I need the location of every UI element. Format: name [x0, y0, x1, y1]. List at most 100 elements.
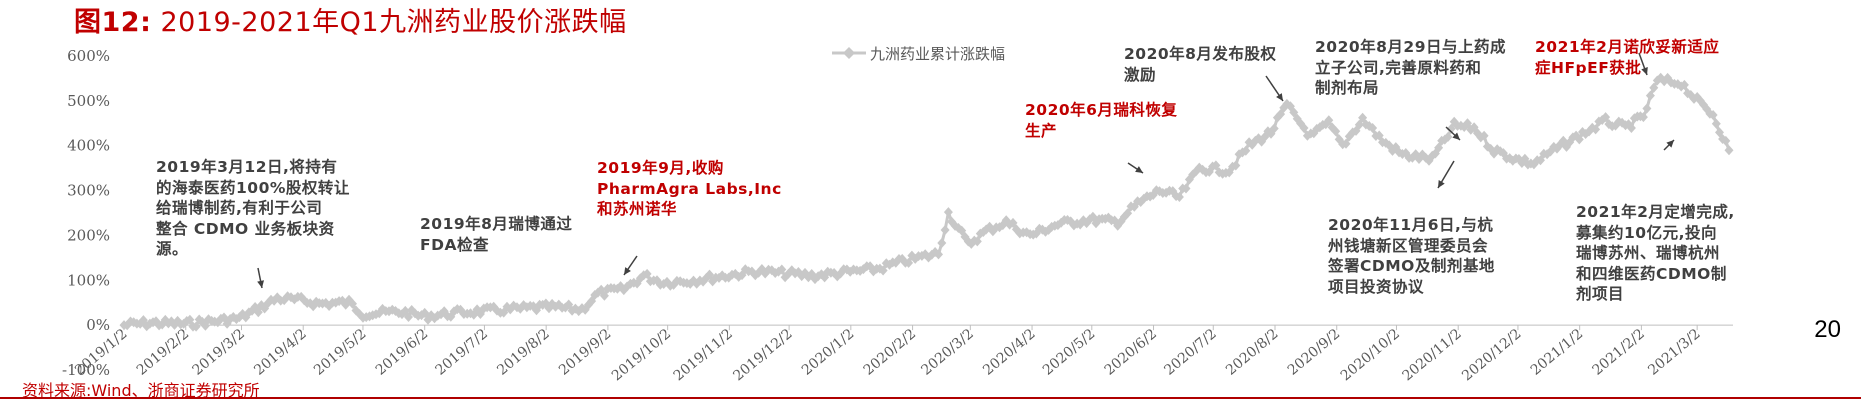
data-point: [1174, 192, 1184, 202]
annotation-arrowhead: [1276, 93, 1283, 101]
data-point: [1649, 82, 1659, 93]
data-point: [1181, 183, 1191, 194]
x-tick-label: 2019/6/2: [373, 326, 431, 379]
y-tick-label: 200%: [67, 226, 110, 244]
data-point: [1604, 119, 1614, 130]
annotation-2019-08: 2019年8月瑞博通过 FDA检查: [420, 215, 573, 254]
x-tick-label: 2020/9/2: [1285, 326, 1343, 379]
x-tick-label: 2019/7/2: [433, 326, 491, 379]
data-point: [1479, 130, 1489, 141]
data-point: [972, 236, 982, 247]
x-tick-label: 2020/12/2: [1459, 326, 1524, 384]
annotation-arrowhead: [1666, 140, 1674, 148]
data-point: [1434, 142, 1444, 153]
data-point: [1645, 90, 1655, 101]
x-tick-label: 2020/7/2: [1161, 326, 1219, 379]
x-tick-label: 2019/11/2: [671, 326, 736, 384]
annotation-arrowhead: [624, 267, 631, 275]
data-point: [1715, 127, 1724, 138]
annotation-arrowhead: [1438, 180, 1445, 188]
annotation-2020-08: 2020年8月发布股权 激励: [1124, 45, 1277, 84]
y-tick-label: 0%: [86, 316, 110, 334]
annotation-2021-02b: 2021年2月定增完成, 募集约10亿元,投向 瑞博苏州、瑞博杭州 和四维医药C…: [1576, 203, 1735, 303]
x-tick-label: 2021/1/2: [1528, 326, 1586, 379]
data-point: [348, 298, 357, 309]
x-tick-label: 2019/9/2: [556, 326, 614, 379]
annotation-arrowhead: [257, 280, 264, 288]
data-point: [878, 265, 888, 276]
data-point: [1463, 118, 1472, 129]
data-point: [1331, 126, 1341, 137]
data-point: [937, 238, 947, 248]
y-tick-label: 500%: [67, 92, 110, 110]
y-tick-label: 400%: [67, 137, 110, 155]
data-point: [1536, 155, 1545, 166]
data-point: [1269, 123, 1279, 134]
x-tick-label: 2019/2/2: [134, 326, 192, 379]
data-point: [1241, 145, 1251, 156]
data-point: [1351, 125, 1361, 136]
data-point: [1008, 217, 1018, 228]
data-point: [1123, 208, 1133, 219]
data-point: [1374, 130, 1384, 141]
figure-number: 图12:: [74, 7, 152, 38]
legend-marker: [843, 47, 855, 59]
data-point: [191, 321, 201, 332]
annotation-2020-08-29: 2020年8月29日与上药成 立子公司,完善原料药和 制剂布局: [1315, 38, 1506, 97]
data-point: [1299, 123, 1309, 133]
y-tick-label: -100%: [62, 361, 110, 379]
data-point: [920, 249, 930, 260]
data-point: [1289, 107, 1299, 118]
data-point: [934, 249, 943, 260]
data-point: [904, 257, 914, 268]
data-point: [1724, 145, 1734, 156]
data-point: [1368, 123, 1378, 133]
data-point: [1642, 103, 1652, 114]
data-point: [777, 264, 787, 275]
annotation-2021-02a: 2021年2月诺欣妥新适应 症HFpEF获批: [1535, 38, 1720, 77]
x-tick-label: 2020/11/2: [1399, 326, 1464, 384]
data-point: [1354, 119, 1364, 130]
annotation-arrowhead: [1641, 67, 1648, 75]
data-point: [1679, 79, 1689, 90]
data-point: [1211, 160, 1221, 171]
annotation-2019-03: 2019年3月12日,将持有 的海泰医药100%股权转让 给瑞博制药,有利于公司…: [156, 158, 350, 258]
y-tick-label: 100%: [67, 271, 110, 289]
x-tick-label: 2019/5/2: [311, 326, 369, 379]
x-tick-label: 2019/4/2: [251, 326, 309, 379]
x-tick-label: 2019/8/2: [494, 326, 552, 379]
data-point: [1358, 112, 1368, 123]
source-note: 资料来源:Wind、浙商证券研究所: [22, 381, 260, 400]
annotation-arrowhead: [1452, 132, 1460, 140]
x-tick-label: 2020/1/2: [799, 326, 857, 379]
x-tick-label: 2019/10/2: [609, 326, 674, 384]
y-tick-label: 300%: [67, 182, 110, 200]
data-point: [1591, 124, 1601, 135]
data-point: [1708, 110, 1718, 120]
x-tick-label: 2020/8/2: [1223, 326, 1281, 379]
data-point: [1574, 134, 1584, 145]
x-tick-label: 2020/6/2: [1102, 326, 1160, 379]
annotation-2020-06: 2020年6月瑞科恢复 生产: [1025, 101, 1178, 140]
data-point: [185, 314, 195, 325]
legend-label: 九洲药业累计涨跌幅: [870, 45, 1005, 63]
chart-title: 图12: 2019-2021年Q1九洲药业股价涨跌幅: [74, 0, 627, 39]
annotation-2019-09: 2019年9月,收购 PharmAgra Labs,Inc 和苏州诺华: [597, 159, 782, 218]
data-point: [1721, 135, 1731, 146]
x-tick-label: 2021/2/2: [1590, 326, 1648, 379]
data-point: [1446, 123, 1456, 134]
x-tick-label: 2019/12/2: [730, 326, 795, 384]
data-point: [1348, 127, 1358, 138]
data-point: [1324, 115, 1334, 126]
y-tick-label: 600%: [67, 47, 110, 65]
x-tick-label: 2019/3/2: [190, 326, 248, 379]
x-tick-label: 2020/10/2: [1338, 326, 1403, 384]
data-point: [404, 312, 413, 322]
data-point: [599, 290, 609, 301]
data-point: [943, 207, 953, 218]
data-point: [1231, 160, 1241, 171]
x-tick-label: 2020/3/2: [918, 326, 976, 379]
data-point: [940, 225, 950, 235]
data-point: [1711, 118, 1721, 129]
